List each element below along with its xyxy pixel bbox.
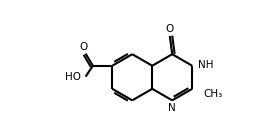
Text: O: O xyxy=(79,42,87,52)
Text: NH: NH xyxy=(198,59,214,70)
Text: CH₃: CH₃ xyxy=(203,89,222,99)
Text: O: O xyxy=(166,24,174,34)
Text: N: N xyxy=(168,103,176,113)
Text: HO: HO xyxy=(65,72,81,82)
